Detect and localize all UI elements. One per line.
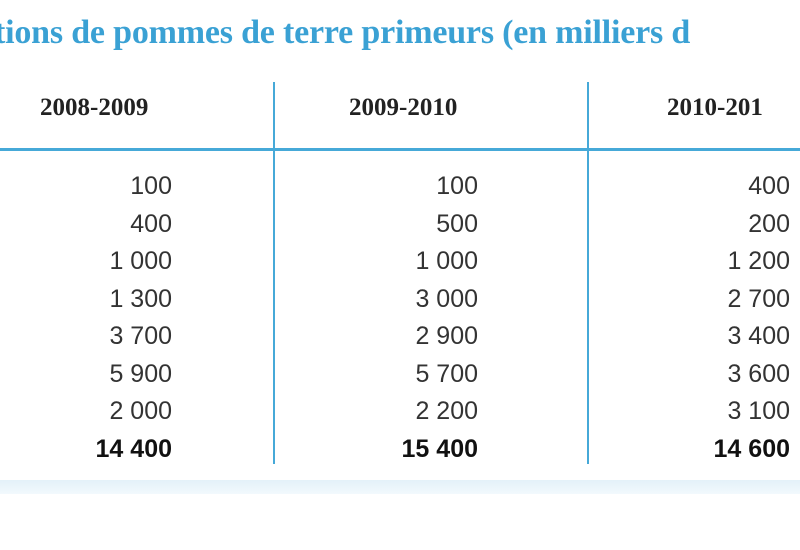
table-cell: 400	[130, 209, 172, 238]
table-cell: 400	[748, 172, 790, 200]
total-cell: 15 400	[401, 434, 478, 463]
table-cell: 3 400	[727, 322, 790, 350]
total-cell: 14 400	[95, 434, 172, 463]
footer-band	[0, 480, 800, 494]
table-cell: 5 900	[109, 359, 172, 388]
table-cell: 100	[130, 172, 172, 200]
column-divider	[273, 82, 275, 464]
table-cell: 2 000	[109, 397, 172, 425]
table-title: tions de pommes de terre primeurs (en mi…	[0, 14, 691, 51]
table-cell: 2 700	[727, 284, 790, 313]
column-header-2010-2011: 2010-201	[667, 94, 763, 121]
table-cell: 3 000	[415, 284, 478, 313]
table-cell: 200	[748, 209, 790, 238]
table-cell: 1 300	[109, 284, 172, 313]
table-cell: 500	[436, 209, 478, 238]
table-cell: 5 700	[415, 359, 478, 388]
column-header-2009-2010: 2009-2010	[349, 94, 458, 121]
total-cell: 14 600	[713, 434, 790, 463]
table-cell: 1 200	[727, 247, 790, 275]
column-header-2008-2009: 2008-2009	[40, 94, 149, 121]
column-divider	[587, 82, 589, 464]
table-cell: 2 900	[415, 322, 478, 350]
table-cell: 1 000	[109, 247, 172, 275]
header-rule	[0, 148, 800, 151]
data-table: 2008-2009 2009-2010 2010-201 100 100 400 40…	[0, 82, 800, 464]
table-cell: 3 700	[109, 322, 172, 350]
table-cell: 2 200	[415, 397, 478, 425]
table-cell: 3 600	[727, 359, 790, 388]
table-cell: 100	[436, 172, 478, 200]
table-cell: 3 100	[727, 397, 790, 425]
table-cell: 1 000	[415, 247, 478, 275]
